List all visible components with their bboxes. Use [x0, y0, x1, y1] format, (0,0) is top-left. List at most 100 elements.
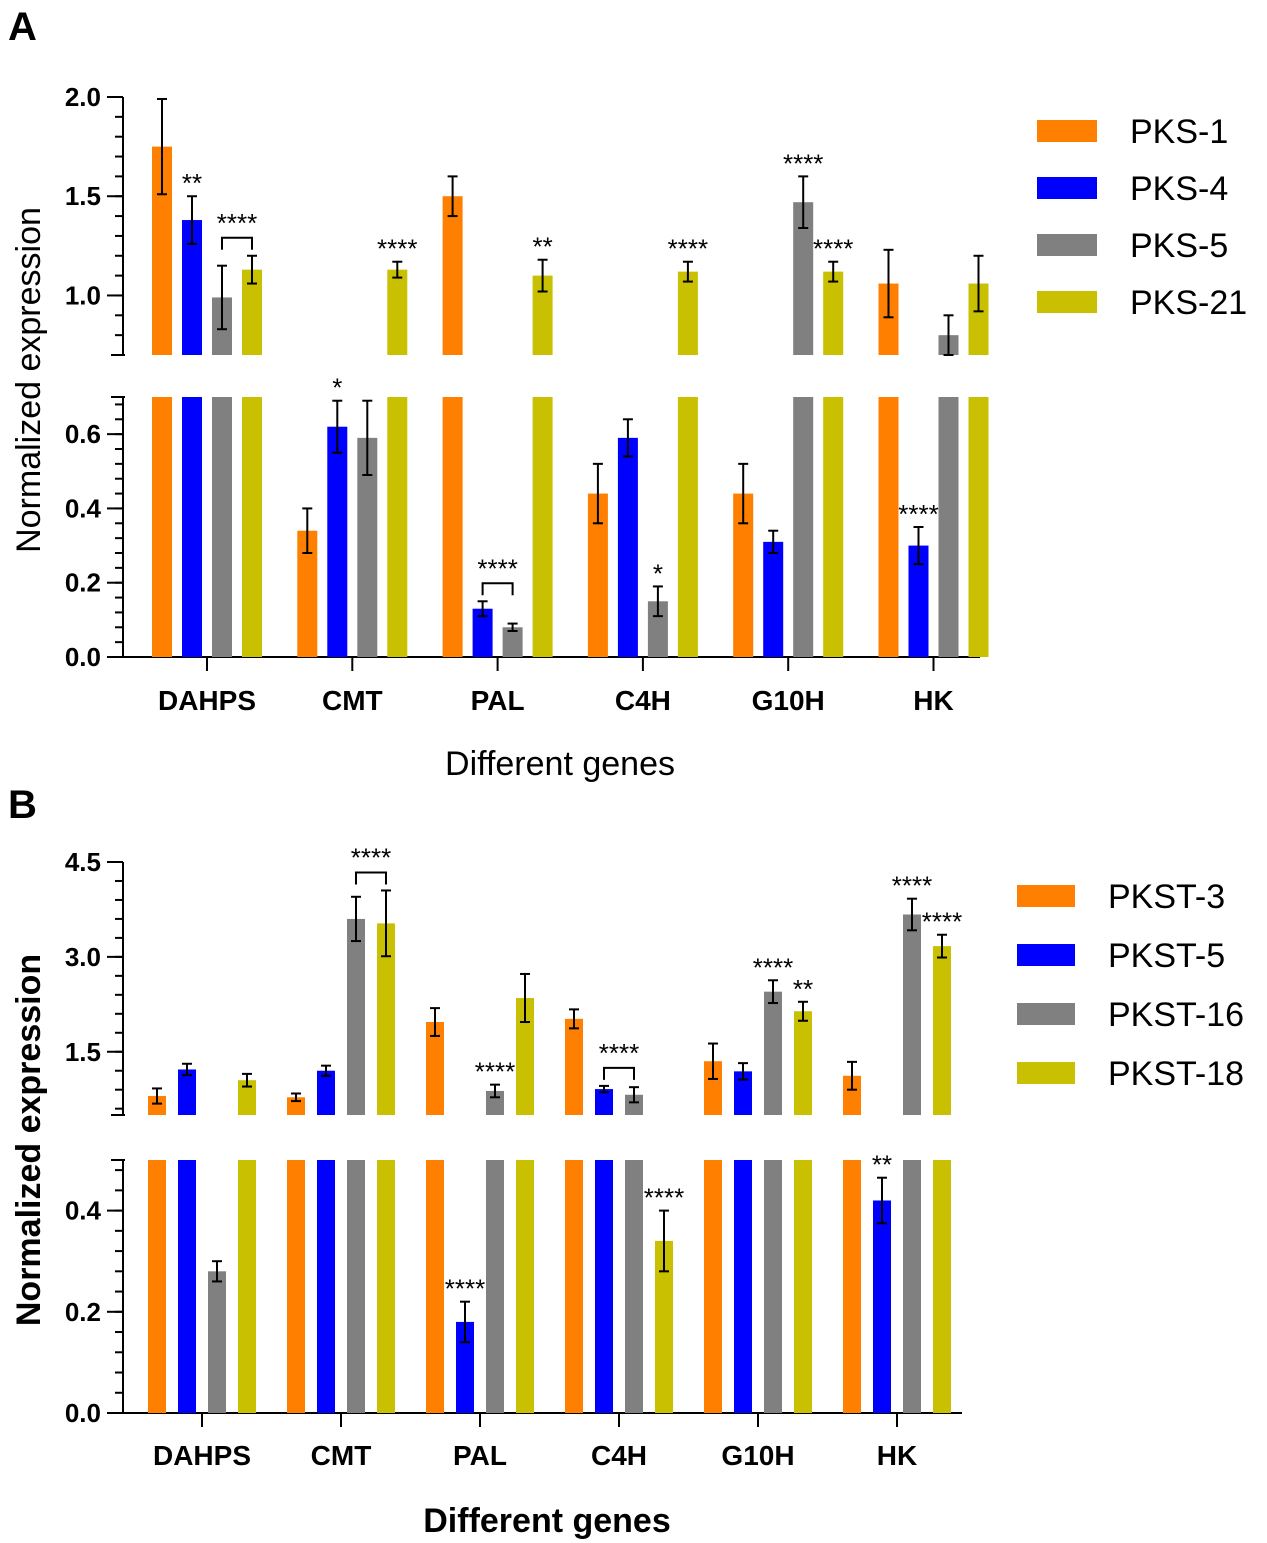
x-axis-title: Different genes [445, 745, 675, 783]
bar-upper-pks-21-dahps [242, 269, 262, 355]
x-tick-label: CMT [322, 685, 383, 716]
bar-upper-pkst-18-hk [933, 946, 951, 1115]
y-tick-label-upper: 1.0 [65, 280, 101, 310]
significance-marker: ** [793, 974, 813, 1004]
panel-letter-b: B [8, 783, 37, 827]
significance-marker: ** [872, 1150, 892, 1180]
bar-pkst-5-c4h [595, 1160, 613, 1413]
bar-pkst-18-c4h [655, 1240, 673, 1413]
bar-pkst-18-hk [933, 1160, 951, 1413]
significance-bracket [221, 236, 253, 250]
legend-swatch [1037, 177, 1097, 199]
bar-pkst-16-c4h [625, 1160, 643, 1413]
chart-panel-b: 0.0 0.2 0.4 1.5 3.0 4.5 DAHPS CMT PAL C4H G10H HK **… [10, 842, 1244, 1540]
bar-pkst-16-cmt [347, 1160, 365, 1413]
bar-upper-pks-1-pal [442, 196, 463, 355]
bar-upper-pks-1-dahps [152, 146, 172, 355]
significance-marker: ** [182, 168, 202, 198]
bar-pks-21-dahps [242, 397, 262, 657]
y-tick-label-upper: 4.5 [65, 847, 101, 877]
y-tick-label-lower: 0.4 [65, 493, 102, 523]
bar-pkst-3-hk [843, 1160, 861, 1413]
bar-upper-pks-4-dahps [182, 220, 202, 355]
significance-marker: ** [532, 232, 552, 262]
x-tick-label: DAHPS [153, 1440, 251, 1471]
significance-marker: **** [217, 208, 257, 238]
bar-pkst-16-dahps [208, 1271, 226, 1413]
significance-marker: * [332, 373, 342, 403]
bar-upper-pks-21-g10h [823, 271, 844, 355]
bar-pks-21-c4h [677, 397, 698, 657]
bar-pkst-3-g10h [704, 1160, 722, 1413]
bar-upper-pks-1-hk [878, 283, 899, 355]
significance-marker: **** [898, 499, 938, 529]
bar-pkst-16-pal [486, 1160, 504, 1413]
x-tick-label: HK [913, 685, 953, 716]
bar-pks-21-g10h [823, 397, 844, 657]
bar-pks-1-hk [878, 397, 899, 657]
bar-upper-pkst-16-g10h [764, 991, 782, 1115]
y-axis-title: Normalized expression [10, 954, 48, 1326]
bar-upper-pkst-5-cmt [317, 1070, 335, 1115]
y-tick-label-lower: 0.6 [65, 419, 101, 449]
bar-upper-pkst-5-c4h [595, 1089, 613, 1115]
legend-label: PKS-21 [1130, 284, 1247, 322]
bar-pks-21-cmt [387, 397, 408, 657]
x-tick-label: PAL [453, 1440, 507, 1471]
x-axis-title: Different genes [423, 1502, 671, 1540]
significance-marker: **** [475, 1057, 515, 1087]
bar-pks-1-c4h [587, 493, 608, 657]
legend-swatch [1017, 944, 1075, 966]
bar-pks-4-c4h [617, 437, 638, 657]
significance-marker: **** [445, 1274, 485, 1304]
y-tick-label-lower: 0.2 [65, 568, 101, 598]
legend-swatch [1017, 1003, 1075, 1025]
bar-upper-pkst-16-cmt [347, 918, 365, 1115]
significance-bracket [355, 871, 387, 885]
significance-marker: **** [892, 871, 932, 901]
bar-upper-pks-21-hk [968, 283, 989, 355]
legend-label: PKST-18 [1108, 1055, 1244, 1093]
legend-swatch [1037, 120, 1097, 142]
bar-upper-pkst-16-c4h [625, 1094, 643, 1115]
x-tick-label: C4H [615, 685, 671, 716]
bar-upper-pks-21-pal [532, 275, 553, 355]
x-tick-label: DAHPS [158, 685, 256, 716]
bar-pks-1-cmt [297, 530, 318, 657]
significance-marker: **** [377, 234, 417, 264]
x-tick-label: G10H [721, 1440, 794, 1471]
bar-pks-4-dahps [182, 397, 202, 657]
y-axis-title: Normalized expression [10, 207, 48, 553]
bar-pks-5-pal [502, 627, 523, 657]
y-tick-label-lower: 0.4 [65, 1196, 102, 1226]
chart-panel-a: 0.0 0.2 0.4 0.6 1.0 1.5 2.0 DAHPS CMT PAL C4H G10H H… [10, 82, 1247, 783]
y-tick-label-upper: 3.0 [65, 942, 101, 972]
bar-upper-pkst-18-pal [516, 997, 534, 1115]
bar-upper-pkst-18-dahps [238, 1080, 256, 1115]
legend-swatch [1037, 291, 1097, 313]
bar-pks-1-dahps [152, 397, 172, 657]
significance-marker: **** [351, 842, 391, 872]
bar-upper-pkst-3-c4h [565, 1018, 583, 1115]
bar-pkst-18-dahps [238, 1160, 256, 1413]
bar-pks-4-hk [908, 545, 929, 657]
legend-swatch [1017, 1062, 1075, 1084]
bar-pks-4-cmt [327, 426, 348, 657]
bar-pkst-3-dahps [148, 1160, 166, 1413]
significance-marker: **** [753, 952, 793, 982]
bar-upper-pks-21-cmt [387, 269, 408, 355]
bar-upper-pkst-16-hk [903, 914, 921, 1115]
bar-pks-1-g10h [733, 493, 754, 657]
x-tick-label: PAL [471, 685, 525, 716]
bar-pks-5-hk [938, 397, 959, 657]
bar-upper-pkst-18-cmt [377, 923, 395, 1115]
significance-marker: * [653, 558, 663, 588]
bar-pkst-18-pal [516, 1160, 534, 1413]
bar-pkst-16-hk [903, 1160, 921, 1413]
significance-marker: **** [922, 907, 962, 937]
bar-pkst-3-c4h [565, 1160, 583, 1413]
bar-pkst-3-pal [426, 1160, 444, 1413]
significance-marker: **** [599, 1038, 639, 1068]
significance-marker: **** [813, 234, 853, 264]
